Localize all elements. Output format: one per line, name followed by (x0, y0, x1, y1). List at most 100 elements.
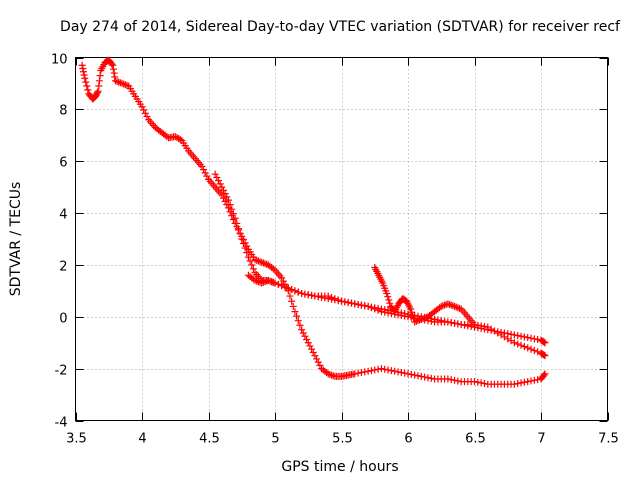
data-point (303, 335, 311, 343)
data-point (338, 297, 345, 305)
data-point (421, 314, 429, 322)
data-point (213, 173, 221, 181)
data-point (407, 305, 415, 313)
data-point (387, 367, 395, 375)
data-point (259, 259, 267, 267)
data-point (451, 302, 459, 310)
data-point (288, 297, 296, 305)
data-point (254, 257, 262, 265)
data-points (78, 56, 549, 388)
data-point (258, 258, 266, 266)
data-point (289, 302, 297, 310)
data-point (421, 373, 429, 381)
data-point (404, 313, 412, 321)
data-point (269, 265, 277, 273)
data-point (229, 210, 237, 218)
data-point (397, 369, 405, 377)
data-point (233, 219, 241, 227)
series-lower-trace (244, 271, 549, 360)
data-point (354, 300, 362, 308)
data-point (108, 60, 116, 68)
data-point (121, 81, 129, 89)
data-point (198, 162, 206, 170)
data-point (143, 112, 151, 120)
data-point (274, 280, 282, 288)
data-point (111, 77, 119, 85)
data-point (447, 376, 455, 384)
data-point (381, 365, 389, 373)
data-point (271, 279, 279, 287)
data-point (138, 103, 146, 111)
data-point (517, 379, 525, 387)
data-point (520, 343, 528, 351)
data-point (527, 345, 535, 353)
data-point (304, 291, 312, 299)
data-point (224, 204, 232, 212)
data-point (296, 321, 304, 329)
data-point (219, 194, 227, 202)
data-point (454, 377, 462, 385)
data-point (384, 309, 392, 317)
data-point (228, 205, 236, 213)
data-point (328, 371, 336, 379)
data-point (311, 292, 319, 300)
data-point (118, 79, 126, 87)
data-point (328, 295, 336, 303)
data-point (281, 283, 289, 291)
data-point (261, 260, 269, 268)
data-point (110, 69, 118, 77)
data-point (256, 258, 264, 266)
data-point (540, 371, 548, 379)
data-point (424, 374, 432, 382)
data-point (451, 376, 459, 384)
data-point (447, 301, 455, 309)
data-point (115, 78, 123, 86)
data-point (510, 339, 518, 347)
axis-ticks (75, 57, 609, 422)
data-point (520, 378, 528, 386)
data-point (329, 372, 337, 380)
series-late-segment (371, 264, 478, 329)
data-point (211, 170, 219, 178)
data-point (474, 378, 482, 386)
y-tick-label: 8 (59, 104, 67, 119)
data-point (534, 348, 542, 356)
data-point (385, 296, 393, 304)
data-point (534, 335, 542, 343)
data-point (95, 82, 103, 90)
data-point (111, 73, 119, 81)
data-point (140, 106, 148, 114)
data-point (454, 304, 462, 312)
data-point (510, 380, 518, 388)
data-point (334, 297, 342, 305)
data-point (524, 344, 532, 352)
data-point (540, 351, 548, 359)
data-point (93, 89, 101, 97)
x-tick-label: 3.5 (66, 432, 87, 447)
data-point (239, 240, 247, 248)
data-point (264, 276, 272, 284)
data-point (80, 71, 88, 79)
data-point (514, 332, 522, 340)
data-point (351, 300, 359, 308)
data-point (412, 317, 420, 325)
data-point (540, 338, 548, 346)
data-point (530, 376, 538, 384)
data-point (341, 298, 349, 306)
data-point (449, 302, 457, 310)
data-point (419, 315, 427, 323)
data-point (480, 380, 488, 388)
data-point (286, 292, 294, 300)
x-tick-label: 6.5 (465, 432, 486, 447)
x-axis-label: GPS time / hours (281, 459, 398, 475)
data-point (324, 370, 332, 378)
data-point (541, 352, 549, 360)
data-point (234, 225, 242, 233)
x-tick-labels: 3.5 4 4.5 5 5.5 6 6.5 7 7.5 (66, 432, 619, 447)
data-point (81, 74, 89, 82)
data-point (308, 291, 316, 299)
y-tick-label: -2 (55, 364, 68, 379)
data-point (427, 317, 435, 325)
data-point (471, 321, 478, 329)
data-point (401, 369, 409, 377)
